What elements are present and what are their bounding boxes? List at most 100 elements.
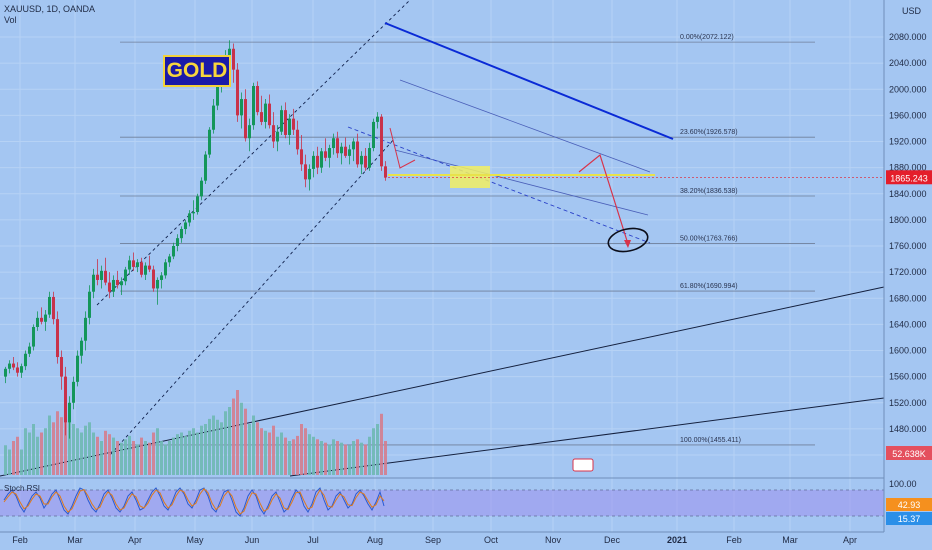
volume-bar [356, 439, 359, 475]
channel-projection-dashed [347, 126, 651, 244]
volume-bar [204, 424, 207, 475]
candle-body [168, 256, 171, 263]
volume-bar [112, 437, 115, 475]
stoch-rsi-label: Stoch RSI [4, 484, 41, 493]
volume-bar [128, 435, 131, 475]
volume-bar [12, 441, 15, 475]
volume-bar [300, 424, 303, 475]
candle-body [112, 279, 115, 292]
volume-bar [200, 425, 203, 475]
volume-bar [316, 439, 319, 475]
candle-body [96, 274, 99, 280]
volume-bar [256, 422, 259, 475]
volume-bar [84, 425, 87, 475]
candle-body [148, 265, 151, 270]
volume-bar [196, 432, 199, 475]
candle-body [132, 260, 135, 267]
candle-body [348, 149, 351, 156]
volume-bar [320, 441, 323, 475]
candle-body [100, 270, 103, 280]
candle-body [84, 317, 87, 341]
candle-body [52, 296, 55, 320]
candle-body [56, 319, 59, 358]
volume-bar [252, 415, 255, 475]
candle-body [160, 275, 163, 280]
last-price-tag [886, 170, 932, 185]
currency-label: USD [902, 6, 922, 16]
volume-bar [144, 441, 147, 475]
volume-bar [296, 435, 299, 475]
candle-body [248, 125, 251, 139]
price-tick-label: 1960.000 [889, 110, 927, 120]
candle-body [244, 99, 247, 139]
volume-bar [56, 411, 59, 475]
candle-body [164, 262, 167, 276]
rsi-value-tag-b [886, 512, 932, 525]
candle-body [152, 269, 155, 289]
candle-body [176, 238, 179, 246]
time-tick-label: May [186, 535, 204, 545]
candle-body [364, 155, 367, 168]
candle-body [232, 48, 235, 70]
volume-bar [192, 428, 195, 475]
price-tick-label: 1760.000 [889, 241, 927, 251]
candle-body [252, 85, 255, 126]
volume-bar [124, 439, 127, 475]
rsi-value-a: 42.93 [898, 500, 921, 510]
price-tick-label: 1880.000 [889, 163, 927, 173]
volume-bar [224, 411, 227, 475]
fib-level-label: 23.60%(1926.578) [680, 129, 738, 136]
candle-body [144, 265, 147, 275]
candle-body [136, 262, 139, 267]
volume-bar [180, 432, 183, 475]
volume-bar [236, 390, 239, 475]
volume-bar [228, 407, 231, 475]
volume-bar [372, 428, 375, 475]
volume-bar [344, 444, 347, 475]
candle-body [204, 154, 207, 181]
volume-bar [260, 428, 263, 475]
volume-bar [216, 419, 219, 475]
volume-bar [184, 435, 187, 475]
volume-bar [140, 437, 143, 475]
time-tick-label: Aug [367, 535, 383, 545]
volume-bar [384, 441, 387, 475]
volume-bar [80, 432, 83, 475]
candle-body [384, 166, 387, 178]
rsi-value-b: 15.37 [898, 514, 921, 524]
gold-badge: GOLD [163, 55, 231, 87]
volume-bar [148, 442, 151, 475]
candle-body [312, 155, 315, 169]
symbol-info: XAUUSD, 1D, OANDA Vol [4, 4, 95, 26]
candle-body [200, 180, 203, 197]
volume-bar [352, 441, 355, 475]
volume-bar [308, 434, 311, 475]
volume-bar [340, 442, 343, 475]
candle-body [128, 260, 131, 270]
candle-body [72, 381, 75, 403]
candle-body [376, 116, 379, 122]
candle-body [20, 366, 23, 373]
candle-body [344, 146, 347, 156]
time-tick-label: Oct [484, 535, 499, 545]
volume-bar [232, 398, 235, 475]
time-tick-label: Nov [545, 535, 562, 545]
candle-body [216, 86, 219, 106]
candle-body [300, 149, 303, 165]
symbol-title: XAUUSD, 1D, OANDA [4, 4, 96, 14]
price-tick-label: 1560.000 [889, 372, 927, 382]
volume-bar [288, 441, 291, 475]
time-tick-label: Apr [128, 535, 142, 545]
time-tick-label: Feb [726, 535, 742, 545]
channel-upper-line [399, 79, 651, 173]
price-tick-label: 1720.000 [889, 267, 927, 277]
volume-bar [120, 442, 123, 475]
channel-lower-dashed [109, 137, 396, 456]
volume-bar [92, 432, 95, 475]
volume-bar [32, 424, 35, 475]
projection-path-left [389, 127, 416, 169]
volume-bar [36, 436, 39, 475]
fib-level-label: 38.20%(1836.538) [680, 188, 738, 195]
